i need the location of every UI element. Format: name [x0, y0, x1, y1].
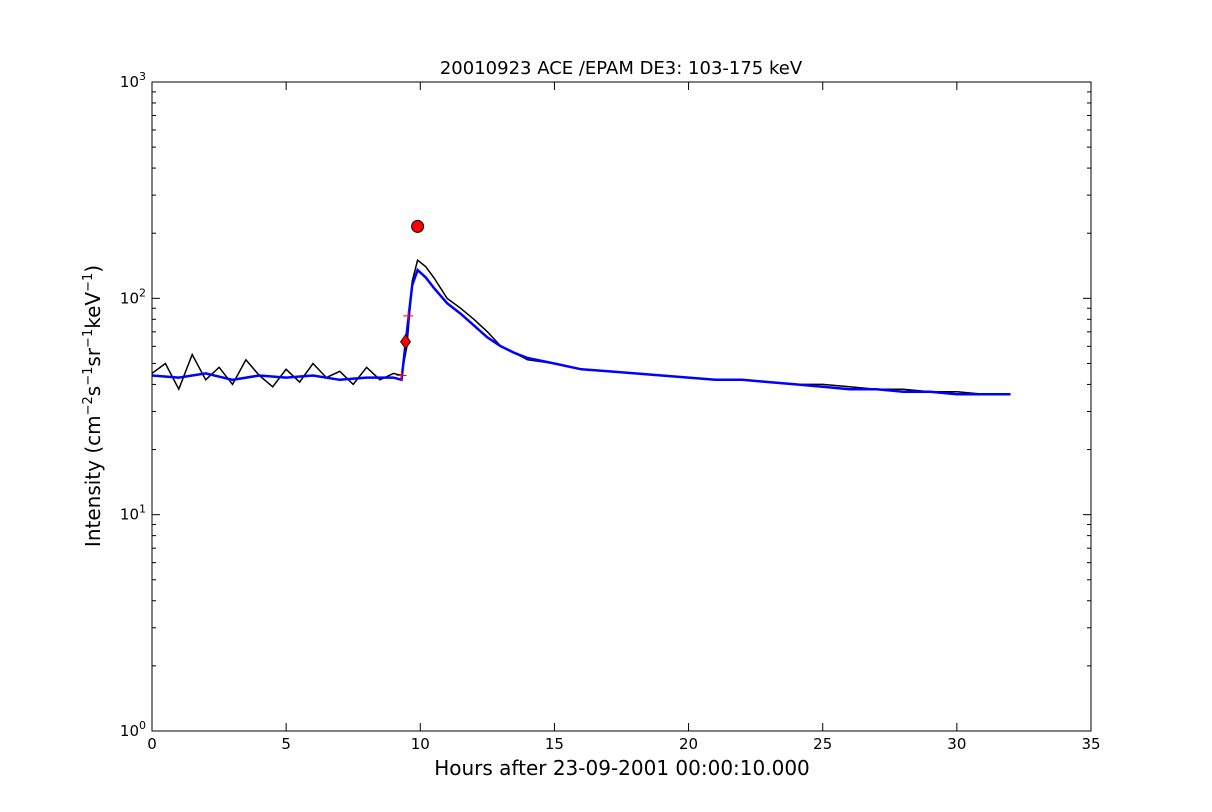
series-line: [151, 258, 1011, 396]
plot-frame: [151, 81, 1092, 732]
series-line: [151, 267, 1011, 396]
x-tick-label: 30: [947, 735, 966, 753]
y-axis: 100 101 102 103: [120, 70, 1091, 740]
plus-marker: [396, 370, 407, 381]
y-tick-label: 102: [120, 286, 146, 307]
y-tick-label: 103: [120, 70, 146, 91]
x-tick-label: 35: [1081, 735, 1100, 753]
y-tick-label: 100: [120, 719, 146, 740]
x-tick-label: 25: [813, 735, 832, 753]
chart-title: 20010923 ACE /EPAM DE3: 103-175 keV: [440, 58, 803, 79]
peak-marker: [411, 219, 425, 233]
x-tick-label: 15: [545, 735, 564, 753]
plot-layer: [151, 219, 1011, 396]
x-tick-label: 5: [281, 735, 291, 753]
x-tick-label: 20: [679, 735, 698, 753]
y-axis-label: Intensity (cm−2s−1sr−1keV−1): [81, 265, 105, 547]
plus-marker: [403, 310, 414, 321]
x-axis: 0 5 10 15 20 25 30 35: [147, 82, 1101, 753]
y-tick-label: 101: [120, 503, 146, 524]
onset-marker: [400, 334, 412, 350]
x-tick-label: 0: [147, 735, 157, 753]
x-tick-label: 10: [411, 735, 430, 753]
x-axis-label: Hours after 23-09-2001 00:00:10.000: [434, 756, 810, 780]
